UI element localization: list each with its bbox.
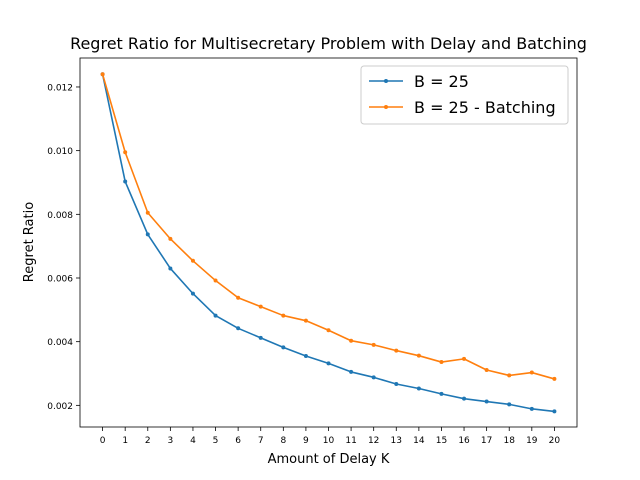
y-tick-label: 0.008 [47, 211, 73, 221]
legend-swatch-marker [384, 105, 388, 109]
series-1-point [168, 266, 173, 271]
x-tick-label: 14 [413, 436, 425, 446]
y-axis-label: Regret Ratio [22, 202, 37, 282]
series-2-point [394, 348, 399, 353]
x-tick-label: 16 [458, 436, 470, 446]
series-2-point [281, 313, 286, 318]
y-axis-ticks: 0.002 0.004 0.006 0.008 0.010 0.012 [47, 83, 80, 412]
series-1-point [552, 409, 557, 414]
series-2-point [349, 338, 354, 343]
x-tick-label: 5 [213, 436, 219, 446]
series-2-point [439, 360, 444, 365]
legend-entry-label: B = 25 [414, 72, 469, 91]
series-1-point [326, 361, 331, 366]
series-1-point [394, 382, 399, 387]
series-layer [100, 72, 557, 414]
series-1-point [507, 402, 512, 407]
legend: B = 25 B = 25 - Batching [360, 65, 569, 125]
y-tick-label: 0.012 [47, 83, 73, 93]
x-tick-label: 8 [280, 436, 286, 446]
series-2-point [507, 373, 512, 378]
series-1-point [123, 179, 128, 184]
x-tick-label: 15 [436, 436, 447, 446]
series-1-point [258, 335, 263, 340]
chart-title: Regret Ratio for Multisecretary Problem … [70, 34, 587, 53]
legend-swatch-marker [384, 79, 388, 83]
series-2-point [326, 328, 331, 333]
series-2-point [484, 368, 489, 373]
series-1-point [303, 354, 308, 359]
series-2-point [168, 236, 173, 241]
x-tick-label: 13 [391, 436, 402, 446]
x-tick-label: 10 [323, 436, 335, 446]
series-1-point [484, 399, 489, 404]
y-tick-label: 0.004 [47, 338, 73, 348]
x-tick-label: 9 [303, 436, 309, 446]
x-tick-label: 1 [122, 436, 128, 446]
series-2-point [258, 304, 263, 309]
x-tick-label: 19 [526, 436, 538, 446]
y-tick-label: 0.002 [47, 402, 73, 412]
series-2-point [236, 295, 241, 300]
x-tick-label: 12 [368, 436, 379, 446]
series-1-point [462, 396, 467, 401]
series-2-point [416, 353, 421, 358]
series-2-point [371, 342, 376, 347]
series-1-point [349, 369, 354, 374]
series-2-point [213, 278, 218, 283]
series-1-point [529, 406, 534, 411]
series-1-point [190, 291, 195, 296]
series-2-point [552, 376, 557, 381]
series-line-1 [101, 74, 555, 413]
y-tick-label: 0.010 [47, 147, 73, 157]
x-axis-label: Amount of Delay K [268, 452, 390, 467]
x-tick-label: 0 [100, 436, 106, 446]
x-tick-label: 20 [549, 436, 561, 446]
series-1-point [439, 391, 444, 396]
x-tick-label: 18 [504, 436, 516, 446]
series-2-point [123, 150, 128, 155]
y-tick-label: 0.006 [47, 274, 73, 284]
series-1-point [281, 345, 286, 350]
series-2-point [145, 210, 150, 215]
x-tick-label: 3 [167, 436, 173, 446]
series-2-point [303, 318, 308, 323]
series-2-point [462, 356, 467, 361]
series-2-point [100, 72, 105, 77]
series-1-point [371, 375, 376, 380]
series-1-point [236, 326, 241, 331]
plot-area-frame [79, 57, 578, 428]
x-tick-label: 7 [258, 436, 264, 446]
x-tick-label: 4 [190, 436, 196, 446]
series-2-point [529, 370, 534, 375]
series-2-point [190, 258, 195, 263]
x-tick-label: 2 [145, 436, 151, 446]
legend-box [360, 65, 569, 125]
series-1-point [416, 386, 421, 391]
x-tick-label: 11 [345, 436, 356, 446]
x-tick-label: 6 [235, 436, 241, 446]
x-axis-ticks: 0 1 2 3 4 5 6 7 8 9 10 11 12 13 14 15 16 17 18 19 20 [100, 427, 561, 446]
legend-entry-label: B = 25 - Batching [414, 98, 556, 117]
series-1-point [145, 232, 150, 237]
series-1-point [213, 313, 218, 318]
x-tick-label: 17 [481, 436, 492, 446]
